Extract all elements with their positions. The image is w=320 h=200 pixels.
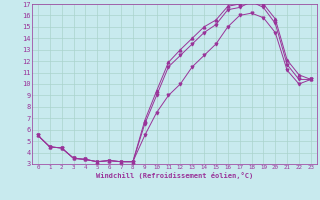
X-axis label: Windchill (Refroidissement éolien,°C): Windchill (Refroidissement éolien,°C) (96, 172, 253, 179)
